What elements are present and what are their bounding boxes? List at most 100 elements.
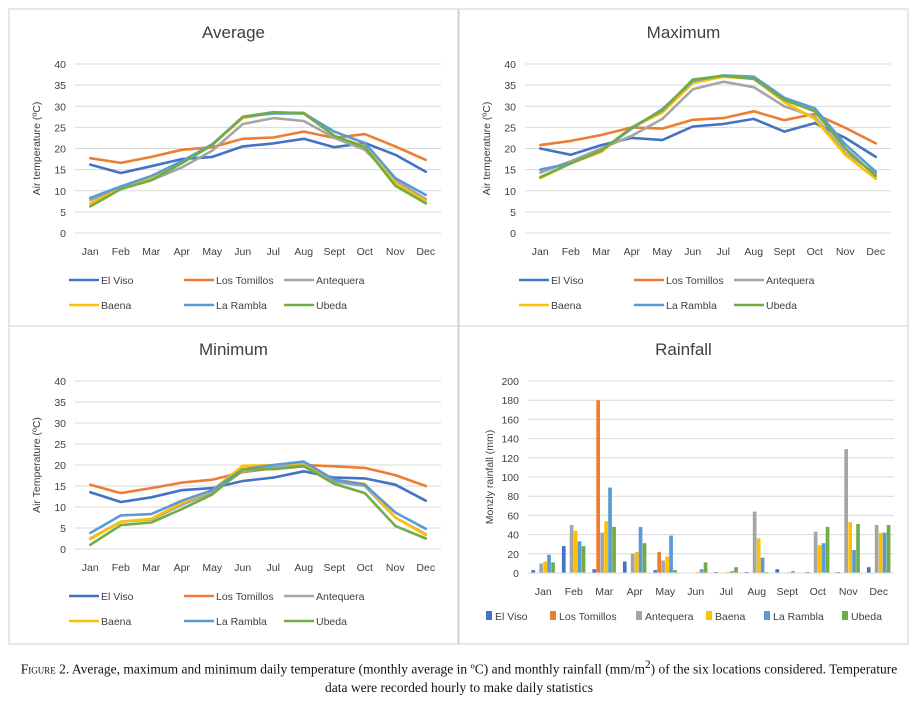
x-tick-label: Mar xyxy=(142,246,161,258)
series-line-la-rambla xyxy=(89,460,428,535)
legend-label: Baena xyxy=(101,300,132,312)
legend-label: Antequera xyxy=(316,275,365,287)
y-tick-label: 5 xyxy=(510,207,516,219)
x-tick-label: Nov xyxy=(839,586,858,598)
x-tick-label: Apr xyxy=(627,586,644,598)
y-axis-label: Monzly rainfall (mm) xyxy=(484,430,496,525)
y-tick-label: 10 xyxy=(504,186,516,198)
legend-swatch xyxy=(636,611,642,620)
bar-la-rambla-feb xyxy=(577,541,582,573)
bar-los-tomillos-mar xyxy=(596,400,600,573)
x-tick-label: Mar xyxy=(142,562,161,574)
legend-item-baena: Baena xyxy=(706,611,746,623)
bar-ubeda-apr xyxy=(642,543,647,573)
bar-la-rambla-apr xyxy=(638,526,643,573)
legend-label: La Rambla xyxy=(216,616,267,628)
bar-el-viso-feb xyxy=(561,546,566,573)
bar-la-rambla-sept xyxy=(791,571,795,573)
series-line-ubeda xyxy=(89,464,428,547)
y-tick-label: 60 xyxy=(507,510,519,522)
legend-item-baena: Baena xyxy=(69,616,132,628)
y-tick-label: 25 xyxy=(504,122,516,134)
legend-label: Los Tomillos xyxy=(559,611,617,623)
x-tick-label: Apr xyxy=(174,246,191,258)
legend-label: Los Tomillos xyxy=(666,275,724,287)
y-tick-label: 30 xyxy=(504,101,516,113)
legend-item-el-viso: El Viso xyxy=(519,275,584,287)
bar-baena-oct xyxy=(817,545,822,573)
legend-label: Los Tomillos xyxy=(216,275,274,287)
legend-swatch xyxy=(764,611,770,620)
bar-antequera-oct xyxy=(813,531,818,573)
x-tick-label: Oct xyxy=(810,586,826,598)
y-tick-label: 30 xyxy=(54,418,66,430)
bar-ubeda-jun xyxy=(703,562,708,573)
y-tick-label: 25 xyxy=(54,122,66,134)
y-tick-label: 40 xyxy=(54,59,66,71)
legend-item-la-rambla: La Rambla xyxy=(184,616,267,628)
caption-superscript: 2 xyxy=(644,659,651,671)
caption-text-2: ) of the six locations considered. Tempe… xyxy=(324,661,898,695)
bar-el-viso-apr xyxy=(622,561,627,573)
legend-item-antequera: Antequera xyxy=(734,275,815,287)
y-tick-label: 180 xyxy=(501,395,519,407)
bar-antequera-apr xyxy=(630,553,635,573)
y-tick-label: 0 xyxy=(510,228,516,240)
legend-label: Baena xyxy=(101,616,132,628)
y-tick-label: 25 xyxy=(54,439,66,451)
legend-item-baena: Baena xyxy=(69,300,132,312)
x-tick-label: Sept xyxy=(323,562,345,574)
x-tick-label: Jan xyxy=(535,586,552,598)
x-tick-label: Jul xyxy=(267,562,280,574)
caption-text-1: Average, maximum and minimum daily tempe… xyxy=(69,661,645,677)
legend-label: Baena xyxy=(551,300,582,312)
legend-label: Antequera xyxy=(645,611,694,623)
legend-swatch xyxy=(706,611,712,620)
bar-antequera-jan xyxy=(539,563,543,573)
legend-label: Antequera xyxy=(316,591,365,603)
y-tick-label: 120 xyxy=(501,453,519,465)
series-line-el-viso xyxy=(89,137,428,175)
chart-frame xyxy=(458,8,909,327)
x-tick-label: Mar xyxy=(592,246,611,258)
legend-item-los-tomillos: Los Tomillos xyxy=(184,275,274,287)
x-tick-label: Dec xyxy=(416,246,435,258)
y-axis-label: Air temperature (ºC) xyxy=(481,102,493,196)
x-tick-label: Jan xyxy=(532,246,549,258)
x-tick-label: Nov xyxy=(386,246,405,258)
x-tick-label: Jan xyxy=(82,246,99,258)
bar-la-rambla-jul xyxy=(730,571,734,573)
legend-label: El Viso xyxy=(495,611,528,623)
bar-antequera-aug xyxy=(752,511,757,573)
y-tick-label: 15 xyxy=(54,165,66,177)
legend-label: Baena xyxy=(715,611,746,623)
x-tick-label: Apr xyxy=(174,562,191,574)
y-tick-label: 15 xyxy=(54,481,66,493)
bar-baena-jan xyxy=(543,561,547,573)
chart-panel-average: Average 0 5 10 15 20 25 30 35 40 Air temperature (… xyxy=(8,8,459,327)
chart-title: Average xyxy=(202,23,265,42)
x-tick-label: Mar xyxy=(595,586,614,598)
bar-antequera-nov xyxy=(844,449,848,573)
chart-title: Rainfall xyxy=(655,340,712,359)
chart-frame xyxy=(458,325,909,645)
legend-item-los-tomillos: Los Tomillos xyxy=(184,591,274,603)
x-tick-label: Sept xyxy=(323,246,345,258)
bar-antequera-dec xyxy=(874,525,879,573)
y-tick-label: 5 xyxy=(60,523,66,535)
legend-label: Ubeda xyxy=(316,616,347,628)
legend-item-la-rambla: La Rambla xyxy=(184,300,267,312)
legend-item-ubeda: Ubeda xyxy=(734,300,797,312)
x-tick-label: Jun xyxy=(684,246,701,258)
x-tick-label: May xyxy=(202,562,223,574)
x-tick-label: May xyxy=(655,586,676,598)
y-tick-label: 0 xyxy=(60,544,66,556)
chart-title: Maximum xyxy=(647,23,721,42)
y-tick-label: 10 xyxy=(54,502,66,514)
y-tick-label: 20 xyxy=(507,549,519,561)
x-tick-label: Feb xyxy=(562,246,580,258)
y-tick-label: 200 xyxy=(501,376,519,388)
legend-item-antequera: Antequera xyxy=(636,611,694,623)
bar-baena-apr xyxy=(634,551,639,573)
bar-ubeda-may xyxy=(673,570,677,573)
